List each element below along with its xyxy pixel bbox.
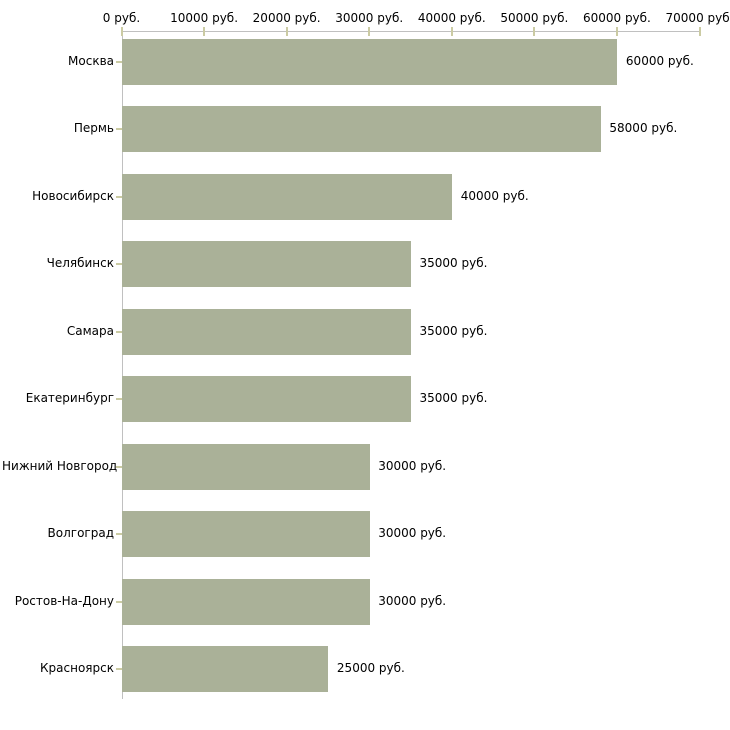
value-label: 60000 руб. xyxy=(625,53,694,68)
x-axis-tick-label: 50000 руб. xyxy=(500,11,569,25)
x-axis-tick xyxy=(615,27,618,36)
y-axis-tick xyxy=(115,668,122,670)
value-label: 30000 руб. xyxy=(378,526,447,540)
value-label: 35000 руб. xyxy=(419,323,488,338)
y-axis-tick xyxy=(115,600,122,603)
x-axis-tick-label: 70000 руб. xyxy=(665,11,730,25)
y-axis-tick xyxy=(115,398,122,400)
category-label: Екатеринбург xyxy=(25,391,114,405)
x-axis-tick-label: 10000 руб. xyxy=(170,11,239,25)
category-label: Волгоград xyxy=(47,526,114,540)
category-label: Новосибирск xyxy=(32,188,114,203)
y-axis-tick xyxy=(115,195,122,198)
bar xyxy=(122,308,411,355)
x-axis-tick-label: 60000 руб. xyxy=(582,11,651,25)
x-axis-tick xyxy=(203,27,206,36)
y-axis-tick xyxy=(115,263,122,265)
bar xyxy=(122,38,618,85)
x-axis-tick-label: 0 руб. xyxy=(102,11,141,25)
value-label: 40000 руб. xyxy=(460,188,529,203)
value-label: 35000 руб. xyxy=(419,391,488,405)
bar xyxy=(122,646,329,692)
category-label: Челябинск xyxy=(46,256,114,270)
y-axis-tick xyxy=(115,533,122,535)
bar xyxy=(122,511,370,557)
y-axis-tick xyxy=(115,128,122,130)
category-label: Пермь xyxy=(73,121,114,135)
bar xyxy=(122,241,411,287)
value-label: 30000 руб. xyxy=(378,458,447,473)
value-label: 25000 руб. xyxy=(336,661,405,675)
y-axis-tick xyxy=(115,330,122,333)
x-axis-tick xyxy=(698,27,701,36)
y-axis-line xyxy=(121,31,123,699)
y-axis-tick xyxy=(115,465,122,468)
value-label: 58000 руб. xyxy=(609,121,678,135)
bar xyxy=(122,443,370,490)
x-axis-tick-label: 40000 руб. xyxy=(417,11,486,25)
category-label: Ростов-На-Дону xyxy=(14,593,114,608)
x-axis-tick xyxy=(533,27,536,36)
x-axis-tick xyxy=(120,27,123,36)
x-axis-tick xyxy=(285,27,288,36)
category-label: Москва xyxy=(68,53,114,68)
value-label: 30000 руб. xyxy=(378,593,447,608)
x-axis-tick xyxy=(368,27,371,36)
bar xyxy=(122,376,411,422)
value-label: 35000 руб. xyxy=(419,256,488,270)
bar xyxy=(122,578,370,625)
category-label: Нижний Новгород xyxy=(2,458,118,473)
x-axis-tick-label: 20000 руб. xyxy=(252,11,321,25)
y-axis-tick xyxy=(115,60,122,63)
bar xyxy=(122,173,453,220)
bar xyxy=(122,106,601,152)
category-label: Самара xyxy=(66,323,114,338)
x-axis-tick xyxy=(450,27,453,36)
category-label: Красноярск xyxy=(40,661,114,675)
x-axis-tick-label: 30000 руб. xyxy=(335,11,404,25)
x-axis-line xyxy=(121,31,700,32)
